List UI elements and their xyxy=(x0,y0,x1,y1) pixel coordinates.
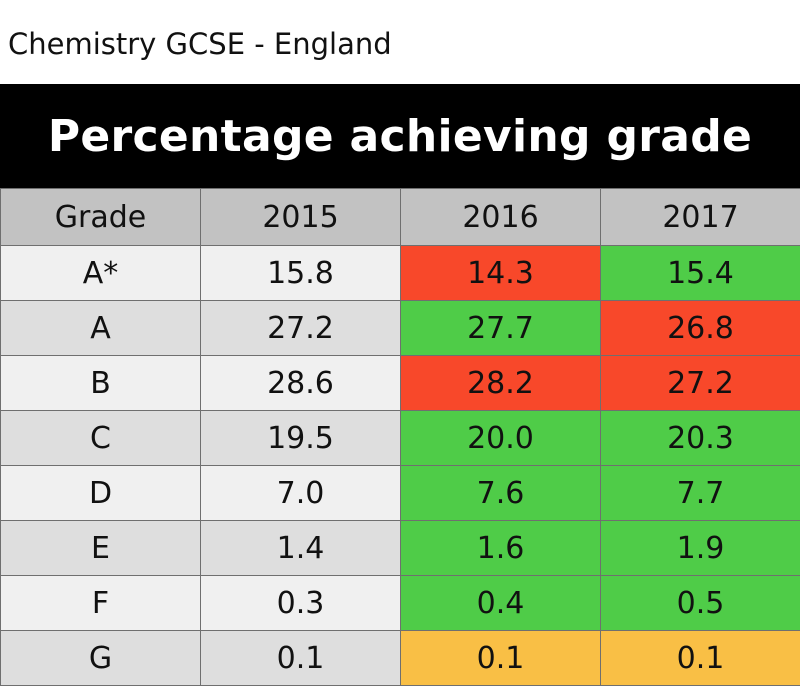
table-row: F 0.3 0.4 0.5 xyxy=(0,575,800,631)
value-cell-2017: 7.7 xyxy=(600,465,800,521)
value-cell-2017: 20.3 xyxy=(600,410,800,466)
page-caption: Chemistry GCSE - England xyxy=(8,27,392,61)
table-row: B 28.6 28.2 27.2 xyxy=(0,355,800,411)
grade-cell: C xyxy=(0,410,201,466)
grade-cell: A xyxy=(0,300,201,356)
table-body: A* 15.8 14.3 15.4 A 27.2 27.7 26.8 B 28.6 28.2 27.2… xyxy=(0,245,800,686)
grade-cell: E xyxy=(0,520,201,576)
table-row: A 27.2 27.7 26.8 xyxy=(0,300,800,356)
table-row: C 19.5 20.0 20.3 xyxy=(0,410,800,466)
header-2017: 2017 xyxy=(600,188,800,246)
header-grade: Grade xyxy=(0,188,201,246)
value-cell-2017: 15.4 xyxy=(600,245,800,301)
table-row: G 0.1 0.1 0.1 xyxy=(0,630,800,686)
table-header-row: Grade 2015 2016 2017 xyxy=(0,188,800,246)
value-cell-2017: 27.2 xyxy=(600,355,800,411)
value-cell-2016: 28.2 xyxy=(400,355,601,411)
value-cell-2017: 26.8 xyxy=(600,300,800,356)
value-cell-2016: 7.6 xyxy=(400,465,601,521)
table-row: D 7.0 7.6 7.7 xyxy=(0,465,800,521)
table-row: A* 15.8 14.3 15.4 xyxy=(0,245,800,301)
grade-cell: D xyxy=(0,465,201,521)
grade-cell: G xyxy=(0,630,201,686)
value-cell-2015: 27.2 xyxy=(200,300,401,356)
value-cell-2016: 20.0 xyxy=(400,410,601,466)
value-cell-2017: 0.5 xyxy=(600,575,800,631)
grade-percentage-table: Grade 2015 2016 2017 A* 15.8 14.3 15.4 A 27.2… xyxy=(0,188,800,686)
value-cell-2017: 1.9 xyxy=(600,520,800,576)
value-cell-2015: 0.3 xyxy=(200,575,401,631)
value-cell-2017: 0.1 xyxy=(600,630,800,686)
value-cell-2015: 0.1 xyxy=(200,630,401,686)
value-cell-2016: 0.4 xyxy=(400,575,601,631)
table-row: E 1.4 1.6 1.9 xyxy=(0,520,800,576)
table-title-banner: Percentage achieving grade xyxy=(0,84,800,188)
value-cell-2015: 15.8 xyxy=(200,245,401,301)
value-cell-2015: 19.5 xyxy=(200,410,401,466)
header-2015: 2015 xyxy=(200,188,401,246)
value-cell-2016: 1.6 xyxy=(400,520,601,576)
value-cell-2015: 1.4 xyxy=(200,520,401,576)
grade-cell: A* xyxy=(0,245,201,301)
table-title: Percentage achieving grade xyxy=(47,110,753,162)
value-cell-2016: 14.3 xyxy=(400,245,601,301)
value-cell-2015: 28.6 xyxy=(200,355,401,411)
grade-cell: B xyxy=(0,355,201,411)
value-cell-2015: 7.0 xyxy=(200,465,401,521)
grade-cell: F xyxy=(0,575,201,631)
value-cell-2016: 0.1 xyxy=(400,630,601,686)
value-cell-2016: 27.7 xyxy=(400,300,601,356)
header-2016: 2016 xyxy=(400,188,601,246)
